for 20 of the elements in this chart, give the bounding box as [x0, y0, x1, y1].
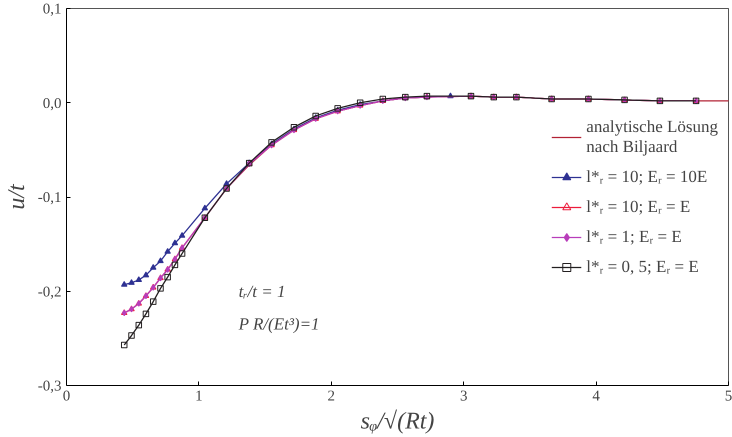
y-tick-label: -0,2	[38, 284, 62, 300]
x-tick-label: 3	[460, 388, 468, 404]
y-tick-label: -0,3	[38, 378, 62, 394]
x-axis-title: sᵩ/√(Rt)	[360, 408, 434, 434]
y-tick-label: 0,1	[42, 2, 62, 18]
legend-label: l*ᵣ = 10; Eᵣ = E	[586, 196, 690, 216]
x-tick-label: 0	[62, 388, 70, 404]
legend-label: l*ᵣ = 0, 5; Eᵣ = E	[586, 256, 699, 276]
legend-label: l*ᵣ = 10; Eᵣ = 10E	[586, 166, 708, 186]
annotation: P R/(Et³)=1	[238, 314, 320, 334]
y-axis-title: u/t	[4, 183, 30, 210]
legend-label: analytische Lösung nach Biljaard	[586, 116, 718, 156]
x-tick-label: 4	[592, 388, 600, 404]
legend-label: l*ᵣ = 1; Eᵣ = E	[586, 226, 682, 246]
annotation: tᵣ/t = 1	[238, 282, 286, 301]
x-tick-label: 2	[328, 388, 336, 404]
x-tick-label: 5	[724, 388, 732, 404]
y-tick-label: 0,0	[42, 96, 62, 112]
x-tick-label: 1	[195, 388, 203, 404]
y-tick-label: -0,1	[38, 190, 62, 206]
